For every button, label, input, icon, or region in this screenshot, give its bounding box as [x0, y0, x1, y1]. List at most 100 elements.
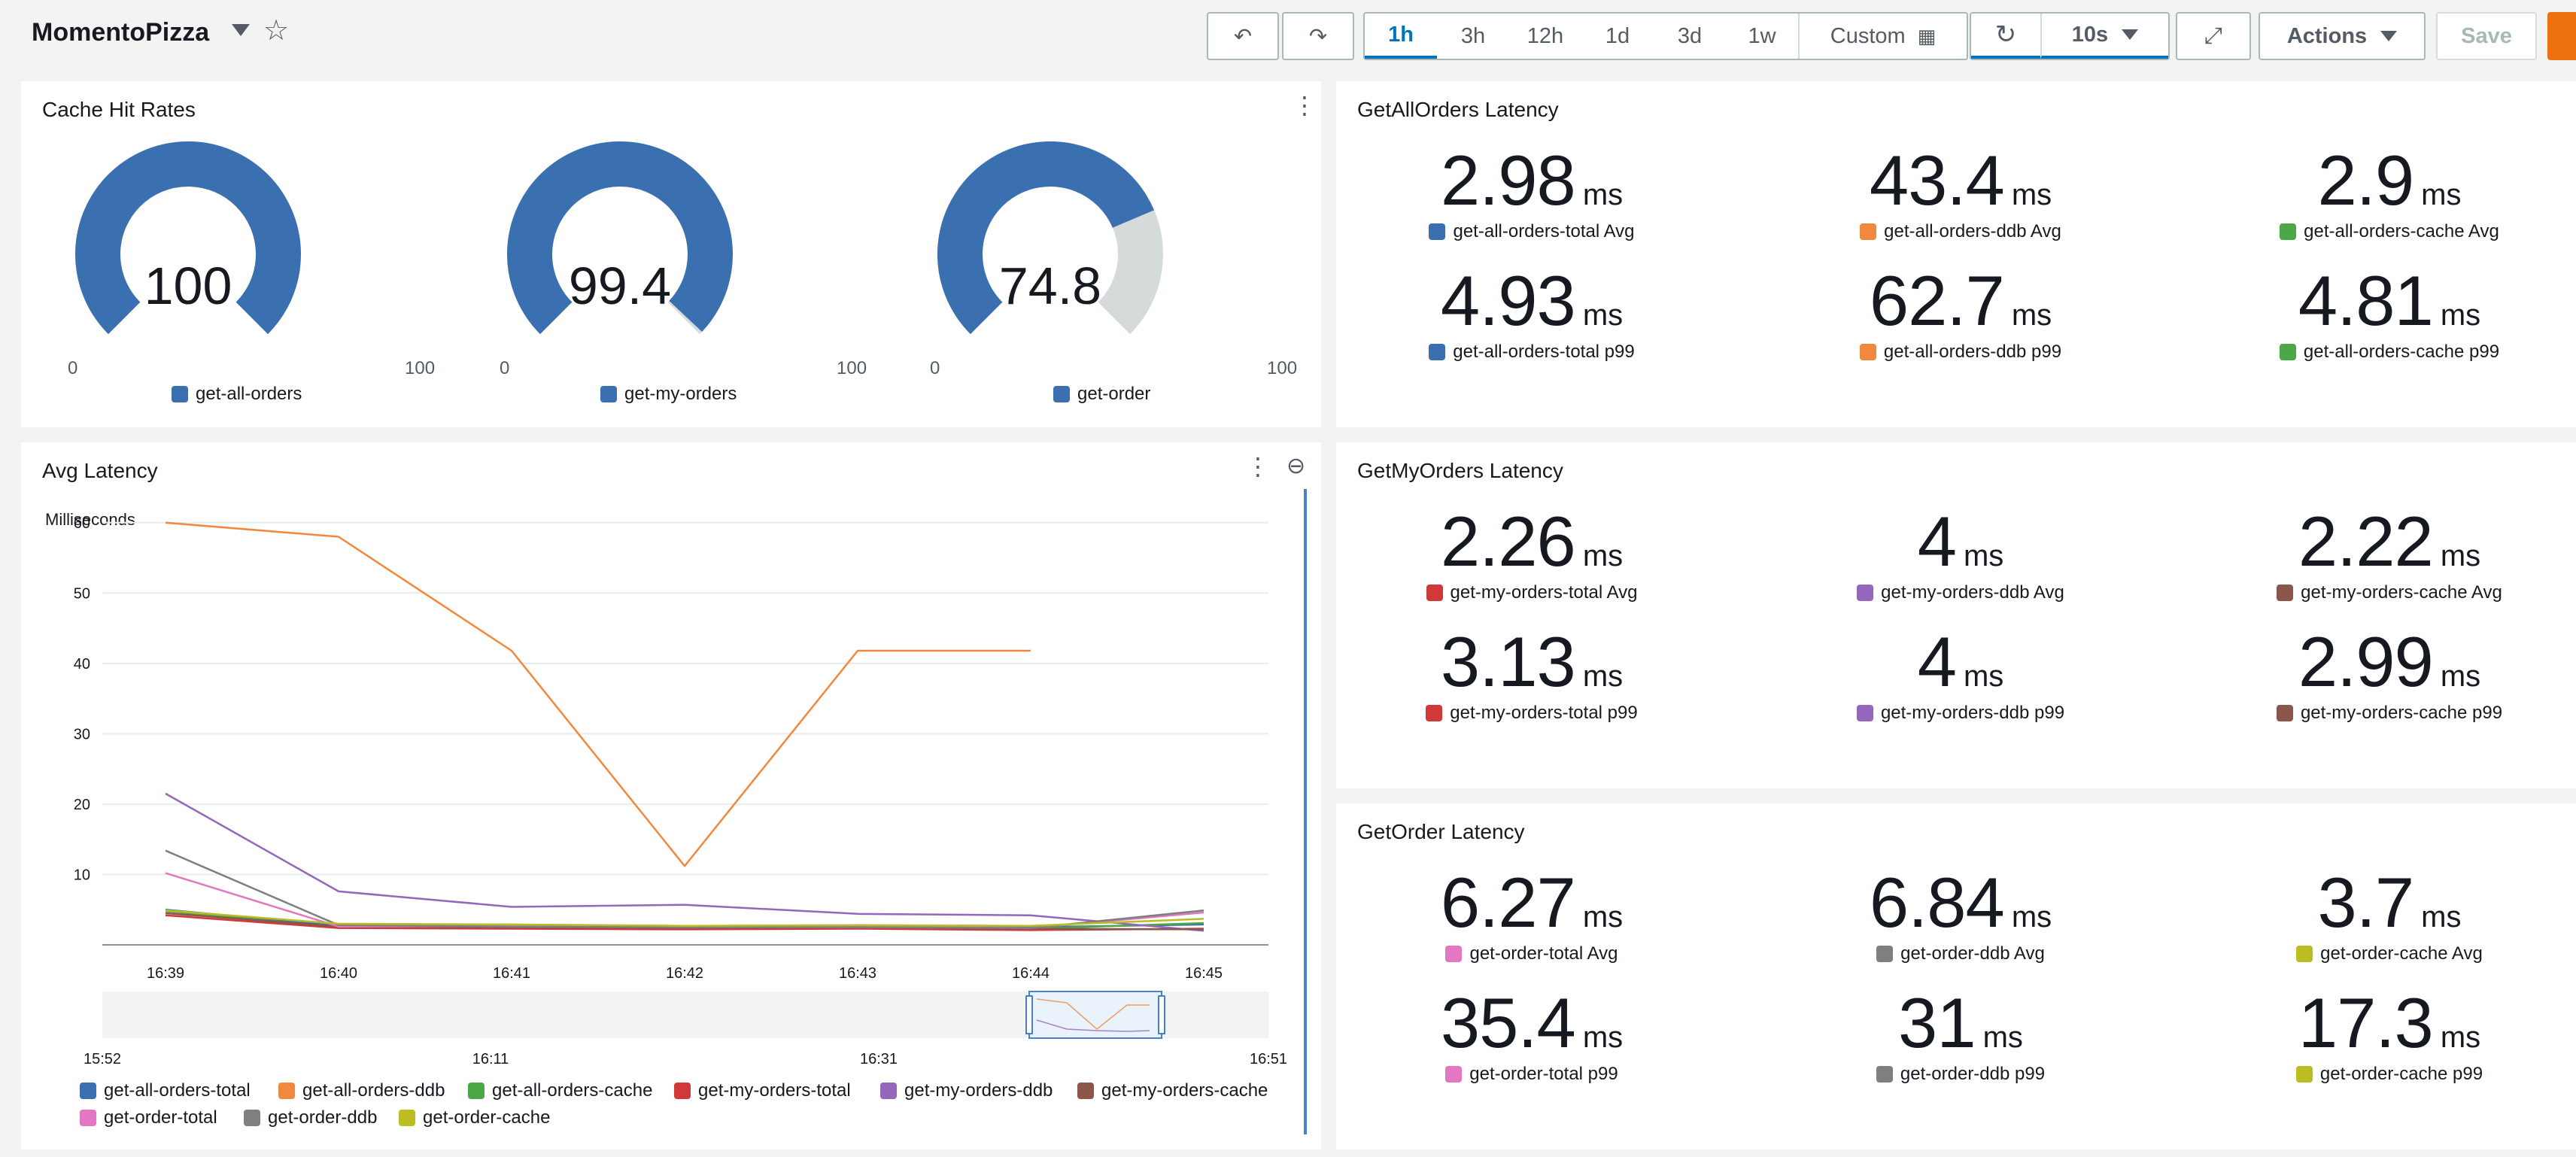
metric-get-order-cache-avg: 3.7 ms get-order-cache Avg: [2194, 862, 2576, 982]
series-line-get-order-ddb[interactable]: [165, 849, 1204, 929]
fullscreen-button[interactable]: ⤢: [2176, 12, 2251, 60]
legend-item-get-all-orders-ddb[interactable]: get-all-orders-ddb: [278, 1080, 445, 1101]
metric-unit: ms: [2440, 299, 2481, 332]
legend-item-get-my-orders-cache[interactable]: get-my-orders-cache: [1077, 1080, 1268, 1101]
legend-item-get-all-orders-total[interactable]: get-all-orders-total: [80, 1080, 251, 1101]
metric-swatch: [1426, 705, 1443, 721]
time-range-3h[interactable]: 3h: [1460, 23, 1486, 48]
gauge-min-label: 0: [930, 358, 940, 378]
metric-get-my-orders-cache-p99: 2.99 ms get-my-orders-cache p99: [2194, 621, 2576, 742]
x-tick-label: 16:45: [1185, 965, 1223, 982]
metric-unit: ms: [2421, 178, 2462, 211]
metric-get-order-total-p99: 35.4 ms get-order-total p99: [1336, 982, 1727, 1103]
chart-series: [165, 521, 1204, 932]
chevron-down-icon: [2380, 31, 2398, 41]
metric-swatch: [1876, 946, 1894, 962]
metric-swatch: [1857, 585, 1874, 601]
metric-label: get-all-orders-cache p99: [2303, 342, 2500, 362]
getmyorders-latency-panel: GetMyOrders Latency 2.26 ms get-my-orders…: [1336, 442, 2576, 788]
y-tick-label: 50: [74, 585, 90, 602]
time-range-12h[interactable]: 12h: [1526, 23, 1564, 48]
save-button[interactable]: Save: [2436, 12, 2537, 60]
metric-swatch: [1445, 946, 1463, 962]
metric-get-all-orders-total-p99: 4.93 ms get-all-orders-total p99: [1336, 260, 1727, 381]
metric-get-order-cache-p99: 17.3 ms get-order-cache p99: [2194, 982, 2576, 1103]
metric-swatch: [2279, 344, 2296, 360]
panel-menu-icon[interactable]: ⋮: [1293, 92, 1317, 119]
gauge-chart-get-all-orders: [75, 141, 301, 335]
metric-unit: ms: [2011, 900, 2052, 934]
metric-get-my-orders-total-avg: 2.26 ms get-my-orders-total Avg: [1336, 501, 1727, 621]
metric-unit: ms: [1582, 178, 1624, 211]
legend-item-get-order-total[interactable]: get-order-total: [80, 1107, 217, 1128]
metric-label: get-my-orders-total p99: [1450, 703, 1638, 723]
series-line-get-order-cache[interactable]: [165, 909, 1204, 927]
metric-swatch: [2296, 946, 2313, 962]
redo-button[interactable]: ↷: [1282, 12, 1354, 60]
metric-unit: ms: [2440, 539, 2481, 572]
legend-item-get-my-orders-total[interactable]: get-my-orders-total: [674, 1080, 851, 1101]
series-line-get-all-orders-ddb[interactable]: [165, 521, 1031, 867]
undo-icon: ↶: [1233, 24, 1253, 49]
gauge-max-label: 100: [1267, 358, 1298, 378]
legend-swatch: [172, 386, 188, 402]
metric-label: get-my-orders-cache Avg: [2301, 582, 2502, 603]
minimap-left-handle[interactable]: [1025, 995, 1033, 1034]
metric-get-my-orders-ddb-p99: 4 ms get-my-orders-ddb p99: [1765, 621, 2156, 742]
metric-swatch: [1860, 223, 1877, 240]
gauge-value: 74.8: [998, 257, 1102, 315]
legend-swatch: [80, 1083, 96, 1099]
legend-swatch: [880, 1083, 897, 1099]
favorite-star-icon[interactable]: ☆: [263, 15, 290, 47]
minimap-tick-label: 15:52: [84, 1051, 121, 1067]
time-range-1h[interactable]: 1h: [1365, 14, 1437, 59]
legend-label: get-my-orders-total: [698, 1080, 851, 1101]
metric-label: get-my-orders-total Avg: [1450, 582, 1638, 603]
time-range-3d[interactable]: 3d: [1677, 23, 1703, 48]
legend-item-get-order-cache[interactable]: get-order-cache: [399, 1107, 550, 1128]
undo-button[interactable]: ↶: [1207, 12, 1279, 60]
gauge-value: 100: [144, 257, 232, 315]
legend-label: get-all-orders-cache: [492, 1080, 653, 1101]
legend-item-get-my-orders-ddb[interactable]: get-my-orders-ddb: [880, 1080, 1053, 1101]
metric-value: 43.4: [1869, 141, 2005, 220]
zoom-out-icon[interactable]: ⊖: [1286, 454, 1306, 478]
custom-range-button[interactable]: Custom ▦: [1798, 14, 1967, 59]
metric-unit: ms: [2421, 900, 2462, 934]
gauge-legend-item[interactable]: get-all-orders: [172, 384, 302, 405]
gauge-legend-item[interactable]: get-my-orders: [600, 384, 737, 405]
metric-unit: ms: [2011, 178, 2052, 211]
gauge-chart-get-my-orders: [507, 141, 733, 335]
panel-menu-icon[interactable]: ⋮: [1246, 453, 1270, 480]
series-line-get-my-orders-total[interactable]: [165, 914, 1204, 931]
legend-label: get-order-total: [104, 1107, 217, 1128]
legend-item-get-all-orders-cache[interactable]: get-all-orders-cache: [468, 1080, 652, 1101]
minimap-right-handle[interactable]: [1158, 995, 1165, 1034]
metric-value: 3.13: [1440, 622, 1576, 701]
legend-label: get-all-orders: [196, 384, 302, 404]
metric-swatch: [2295, 1066, 2313, 1083]
time-range-1d[interactable]: 1d: [1605, 23, 1630, 48]
redo-icon: ↷: [1308, 24, 1328, 49]
y-axis-label: Milliseconds: [45, 510, 135, 529]
metric-value: 4: [1917, 502, 1957, 581]
refresh-button[interactable]: ↻: [1971, 14, 2040, 59]
legend-item-get-order-ddb[interactable]: get-order-ddb: [244, 1107, 377, 1128]
time-range-1w[interactable]: 1w: [1748, 23, 1776, 48]
primary-action-button[interactable]: [2547, 12, 2576, 60]
latency-line-chart: Milliseconds 10 20 30 40 50 60 16:39 16:40 16:4…: [45, 510, 1287, 1067]
refresh-interval-dropdown[interactable]: 10s: [2040, 14, 2168, 59]
legend-label: get-order: [1077, 384, 1151, 404]
metric-label: get-all-orders-total Avg: [1453, 221, 1635, 241]
gauge-legend-item[interactable]: get-order: [1053, 384, 1150, 405]
metric-unit: ms: [1582, 660, 1624, 693]
metric-value: 62.7: [1869, 261, 2005, 340]
x-tick-label: 16:41: [493, 965, 530, 982]
dashboard-menu-caret-icon[interactable]: [232, 24, 250, 36]
metric-value: 35.4: [1440, 983, 1576, 1062]
actions-dropdown[interactable]: Actions: [2259, 12, 2426, 60]
series-line-get-my-orders-ddb[interactable]: [165, 792, 1204, 932]
metric-swatch: [1426, 585, 1443, 601]
time-cursor-line: [1304, 489, 1307, 1134]
refresh-interval-value: 10s: [2071, 22, 2109, 47]
